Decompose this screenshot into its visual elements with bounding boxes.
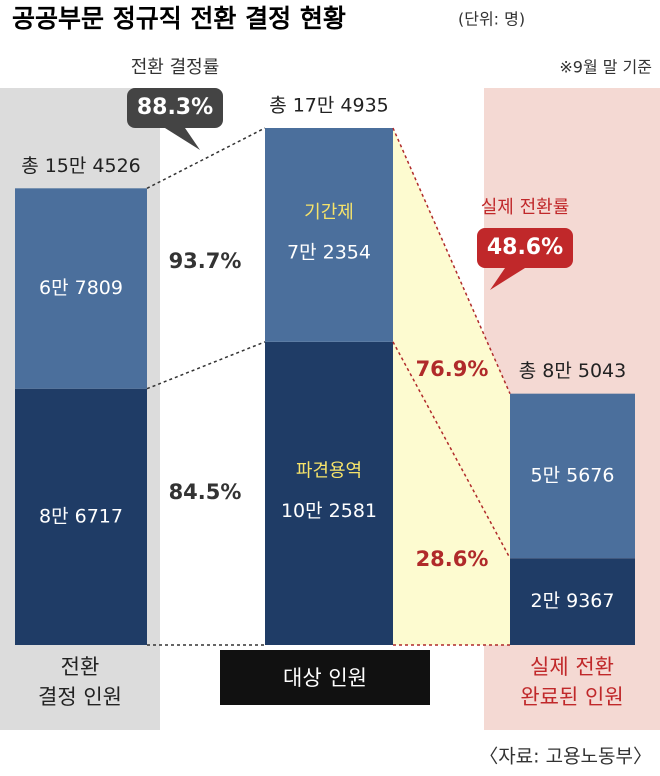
bar-segment bbox=[510, 558, 635, 645]
value-label: 6만 7809 bbox=[39, 277, 123, 299]
value-label: 7만 2354 bbox=[287, 241, 371, 263]
ratio-label: 76.9% bbox=[416, 357, 489, 381]
bar-segment bbox=[15, 188, 147, 389]
connector bbox=[392, 341, 511, 559]
total-label: 총 15만 4526 bbox=[21, 155, 141, 177]
ratio-label: 93.7% bbox=[169, 249, 242, 273]
value-label: 10만 2581 bbox=[281, 500, 377, 522]
source: 〈자료: 고용노동부〉 bbox=[479, 746, 652, 768]
series-name: 파견용역 bbox=[296, 460, 362, 481]
category-label: 대상 인원 bbox=[283, 666, 367, 690]
value-label: 2만 9367 bbox=[531, 590, 615, 612]
rate-name: 실제 전환률 bbox=[481, 197, 570, 218]
connector bbox=[146, 127, 266, 189]
rate-label: 88.3% bbox=[137, 95, 213, 120]
bubble bbox=[477, 228, 573, 268]
bar-segment bbox=[265, 128, 393, 342]
ratio-label: 84.5% bbox=[169, 480, 242, 504]
bubble-tail bbox=[165, 128, 200, 150]
total-label: 총 8만 5043 bbox=[519, 360, 626, 382]
connector bbox=[146, 341, 266, 390]
value-label: 8만 6717 bbox=[39, 505, 123, 527]
category-label: 전환 결정 인원 bbox=[38, 655, 122, 709]
ratio-label: 28.6% bbox=[416, 547, 489, 571]
bubble bbox=[127, 88, 223, 128]
connector-area bbox=[393, 128, 510, 645]
bar-segment bbox=[15, 388, 147, 645]
middle-label-bg bbox=[220, 650, 430, 705]
bubble-tail bbox=[490, 268, 525, 290]
total-label: 총 17만 4935 bbox=[269, 95, 389, 117]
category-label: 실제 전환 완료된 인원 bbox=[520, 655, 624, 709]
note: ※9월 말 기준 bbox=[559, 58, 652, 77]
rate-name: 전환 결정률 bbox=[131, 57, 220, 78]
bar-segment bbox=[265, 341, 393, 645]
series-name: 기간제 bbox=[304, 202, 354, 223]
bar-segment bbox=[510, 393, 635, 559]
unit: (단위: 명) bbox=[458, 10, 525, 29]
chart-title: 공공부문 정규직 전환 결정 현황 bbox=[12, 4, 346, 33]
rate-label: 48.6% bbox=[487, 235, 563, 260]
connector bbox=[392, 127, 511, 394]
value-label: 5만 5676 bbox=[531, 464, 615, 486]
